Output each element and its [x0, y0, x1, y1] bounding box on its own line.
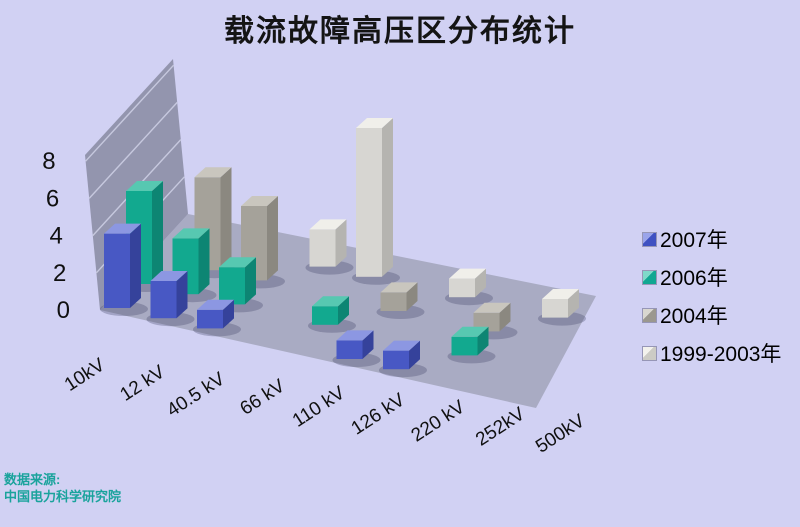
x-axis-category-label: 126 kV [348, 389, 409, 439]
bar-side-face [130, 223, 141, 308]
bar-2007年-40.5 kV [193, 299, 241, 337]
bar-top-face [241, 196, 278, 206]
gridline [88, 101, 178, 199]
x-axis-category-label: 10kV [61, 354, 109, 395]
x-axis-category-label: 252kV [472, 403, 529, 450]
bar-front-face [473, 312, 500, 332]
bar-top-face [219, 257, 256, 268]
bar-top-face [309, 219, 347, 230]
bar-side-face [362, 330, 374, 359]
bar-top-face [336, 330, 374, 341]
bar-side-face [382, 118, 393, 277]
bar-side-face [152, 181, 163, 284]
data-source-line1: 数据来源: [4, 472, 61, 487]
legend-label: 2004年 [660, 305, 728, 328]
bar-front-face [312, 306, 338, 325]
bar-2006年-110 kV [308, 296, 356, 333]
bar-side-face [406, 282, 418, 311]
legend-key-icon [642, 345, 657, 361]
bar-2004年-126 kV [376, 282, 425, 319]
bar-front-face [380, 292, 407, 311]
bar-side-face [223, 299, 234, 329]
bar-top-face [542, 289, 579, 299]
bar-front-face [309, 229, 336, 267]
x-axis-category-label: 40.5 kV [163, 368, 229, 421]
bar-top-face [104, 223, 141, 234]
bar-side-face [499, 302, 511, 332]
bar-top-face [356, 118, 393, 128]
bar-top-face [449, 268, 486, 279]
bar-top-face [150, 271, 188, 281]
y-axis-tick-label: 6 [46, 185, 59, 212]
bar-side-face [338, 296, 349, 325]
bar-front-face [449, 278, 475, 298]
bar-front-face [104, 233, 130, 308]
bar-top-face [197, 299, 234, 310]
bar-1999-2003年-66 kV [305, 219, 354, 275]
legend-label: 2007年 [660, 229, 728, 252]
legend-item-2007年: 2007年 [642, 228, 781, 252]
legend-key-icon [642, 269, 657, 285]
bar-front-face [542, 299, 568, 318]
x-axis-category-label: 110 kV [289, 382, 349, 431]
bar-front-face [150, 281, 177, 319]
bar-2007年-12 kV [146, 271, 195, 327]
bar-side-face [245, 257, 256, 305]
chart-legend: 2007年 2006年 2004年 1999-2003年 [642, 228, 781, 380]
bar-side-face [198, 228, 210, 295]
bar-top-face [380, 282, 418, 293]
bar-top-face [312, 296, 349, 307]
x-axis-category-label: 12 kV [117, 361, 169, 405]
data-source-note: 数据来源: 中国电力科学研究院 [4, 471, 121, 505]
bar-front-face [336, 340, 363, 359]
legend-key-icon [642, 307, 657, 323]
bar-front-face [383, 350, 409, 370]
bar-front-face [197, 309, 223, 329]
legend-item-1999-2003年: 1999-2003年 [642, 342, 781, 366]
bar-front-face [356, 128, 382, 277]
chart-title: 载流故障高压区分布统计 [224, 14, 576, 49]
bar-side-face [176, 271, 188, 319]
bar-top-face [172, 228, 210, 239]
bar-top-face [383, 340, 420, 351]
legend-item-2004年: 2004年 [642, 304, 781, 328]
bar-1999-2003年-220 kV [445, 268, 493, 306]
bar-1999-2003年-110 kV [352, 118, 400, 285]
bar-top-face [451, 326, 489, 337]
legend-label: 2006年 [660, 267, 728, 290]
bar-1999-2003年-500kV [538, 289, 586, 326]
gridline [85, 64, 175, 162]
bar-top-face [126, 181, 163, 191]
bar-2007年-220 kV [379, 340, 427, 378]
bar-top-face [473, 302, 511, 313]
y-axis-tick-label: 2 [53, 260, 66, 287]
bar-side-face [220, 167, 232, 271]
bar-front-face [451, 336, 478, 356]
legend-key-icon [642, 231, 657, 247]
bar-side-face [267, 196, 278, 281]
bar-side-face [568, 289, 579, 318]
bar-2007年-126 kV [332, 330, 381, 367]
bar-side-face [475, 268, 486, 298]
bar-side-face [335, 219, 347, 267]
y-axis-tick-label: 8 [42, 148, 55, 175]
bar-side-face [409, 340, 420, 370]
x-axis-category-label: 220 kV [408, 396, 469, 446]
bar-2007年-10kV [100, 223, 148, 316]
legend-item-2006年: 2006年 [642, 266, 781, 290]
bar-side-face [477, 326, 489, 356]
y-axis-tick-label: 4 [49, 223, 62, 250]
bar-2006年-40.5 kV [215, 257, 263, 313]
x-axis-category-label: 500kV [532, 410, 589, 457]
y-axis-tick-label: 0 [57, 297, 70, 324]
data-source-line2: 中国电力科学研究院 [4, 489, 122, 504]
legend-label: 1999-2003年 [660, 343, 782, 366]
bar-front-face [219, 267, 245, 305]
bar-top-face [194, 167, 232, 178]
x-axis-category-label: 66 kV [237, 375, 289, 419]
bar-2006年-252kV [447, 326, 496, 364]
